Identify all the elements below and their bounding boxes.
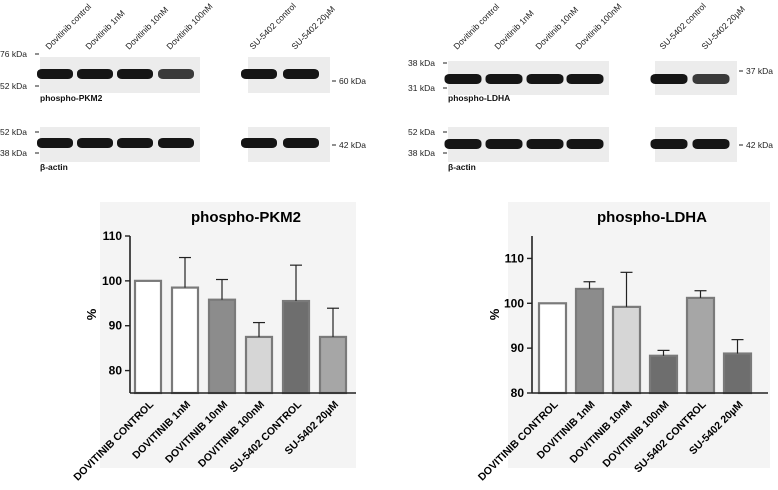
bar [318, 335, 348, 395]
blot-band [283, 69, 319, 79]
y-tick-label: 110 [103, 229, 123, 243]
bar [648, 354, 679, 395]
blot-band [117, 69, 153, 79]
blot-band [566, 74, 604, 84]
blot-band [77, 138, 113, 148]
marker-left-label: 31 kDa [408, 83, 435, 93]
bar [207, 298, 237, 395]
blot-band [283, 138, 319, 148]
marker-right-label: 42 kDa [339, 140, 366, 150]
y-axis-label: % [84, 308, 99, 320]
blot-band [485, 74, 523, 84]
marker-right-label: 60 kDa [339, 76, 366, 86]
marker-left-label: 38 kDa [408, 148, 435, 158]
marker-left-label: 52 kDa [0, 81, 27, 91]
blot-band [526, 74, 564, 84]
y-tick-label: 90 [511, 341, 525, 355]
blot-band [650, 74, 688, 84]
blot-band [566, 139, 604, 149]
blot-band [117, 138, 153, 148]
marker-left-label: 76 kDa [0, 49, 27, 59]
blot-band [241, 138, 277, 148]
bar [244, 335, 274, 395]
marker-left-label: 52 kDa [0, 127, 27, 137]
chart-title: phospho-LDHA [597, 209, 707, 226]
lane-label: Dovitinib 100nM [164, 1, 214, 51]
marker-left-label: 52 kDa [408, 127, 435, 137]
lane-label: SU-5402 20µM [699, 4, 747, 52]
y-axis-label: % [487, 308, 502, 320]
blot-band [444, 139, 482, 149]
marker-right-label: 37 kDa [746, 66, 773, 76]
marker-left-label: 38 kDa [0, 148, 27, 158]
y-tick-label: 100 [102, 274, 122, 288]
protein-label: phospho-PKM2 [40, 93, 103, 103]
bar [281, 299, 311, 395]
lane-label: Dovitinib 1nM [492, 8, 535, 51]
protein-label: phospho-LDHA [448, 93, 510, 103]
bar [133, 279, 163, 395]
protein-label: β-actin [448, 162, 476, 172]
y-tick-label: 80 [511, 386, 525, 400]
blot-band [37, 69, 73, 79]
y-tick-label: 100 [504, 296, 524, 310]
protein-label: β-actin [40, 162, 68, 172]
blot-band [77, 69, 113, 79]
blot-band [158, 138, 194, 148]
blot-band [692, 74, 730, 84]
marker-left-label: 38 kDa [408, 58, 435, 68]
blot-band [485, 139, 523, 149]
blot-band [37, 138, 73, 148]
bar [685, 296, 716, 395]
y-tick-label: 80 [109, 364, 123, 378]
blot-band [444, 74, 482, 84]
blot-band [158, 69, 194, 79]
bar [611, 305, 642, 395]
lane-label: Dovitinib 100nM [573, 1, 623, 51]
chart-title: phospho-PKM2 [191, 209, 301, 226]
bar [537, 302, 568, 395]
blot-band [692, 139, 730, 149]
blot-band [650, 139, 688, 149]
lane-label: SU-5402 20µM [289, 4, 337, 52]
marker-right-label: 42 kDa [746, 140, 773, 150]
bar [170, 286, 200, 395]
blot-band [241, 69, 277, 79]
bar [574, 287, 605, 395]
y-tick-label: 110 [505, 251, 525, 265]
bar [722, 352, 753, 395]
y-tick-label: 90 [109, 319, 123, 333]
lane-label: Dovitinib 1nM [83, 8, 126, 51]
blot-band [526, 139, 564, 149]
